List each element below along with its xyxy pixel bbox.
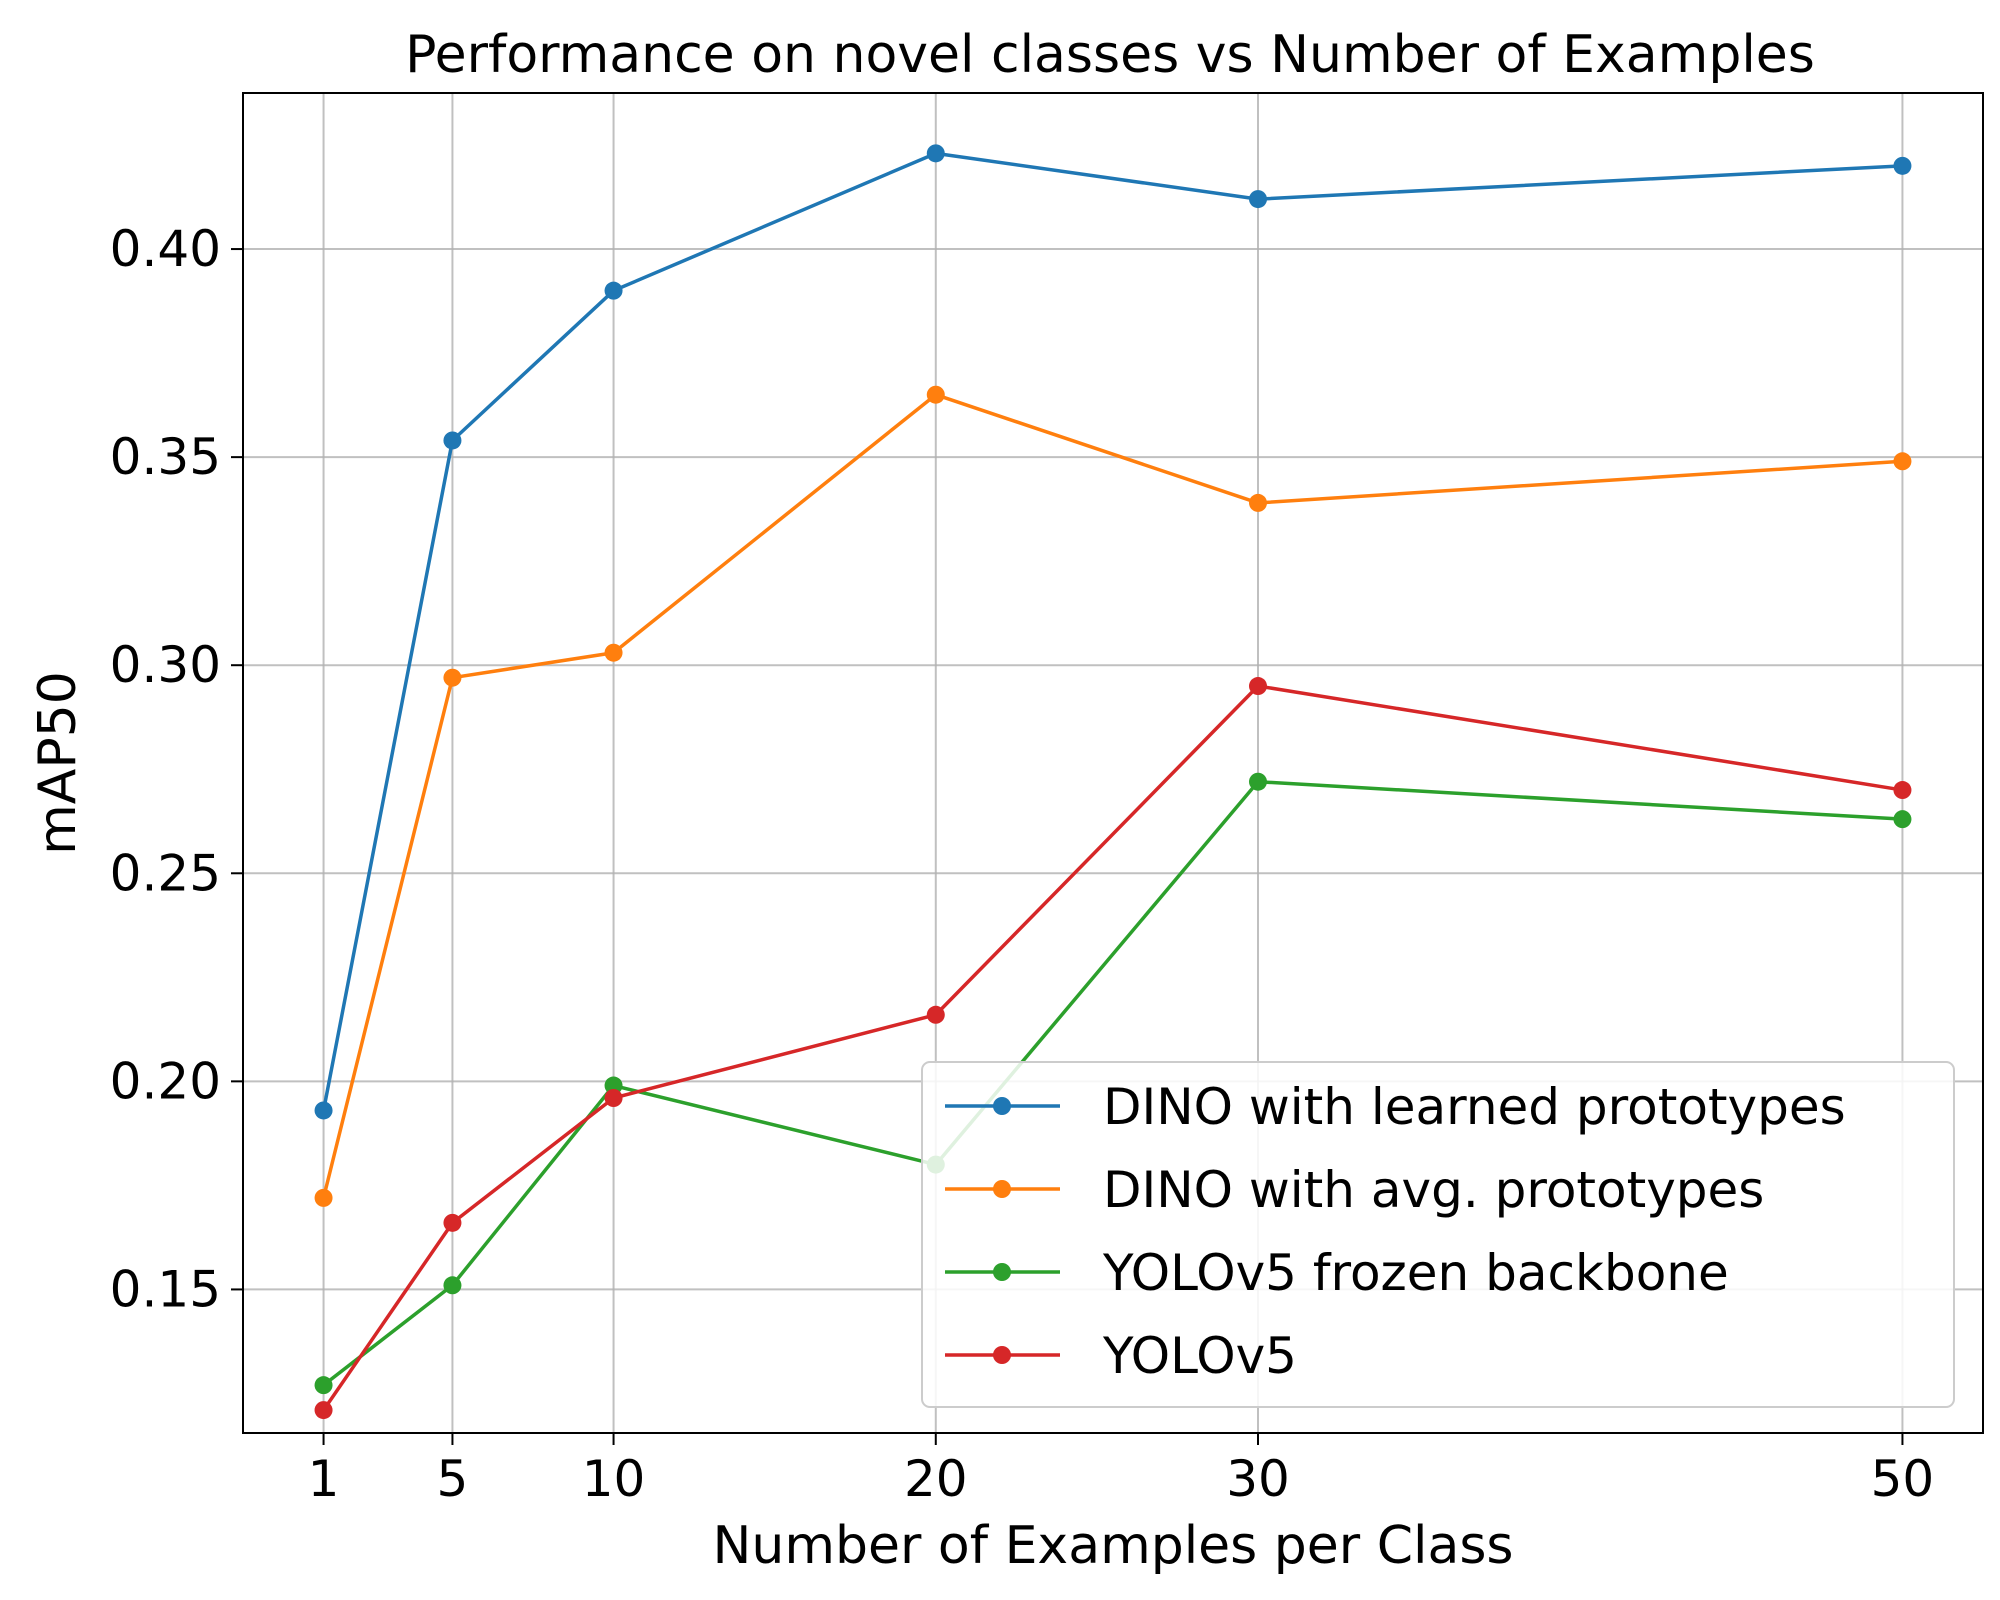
plot-area-frame [242, 92, 1984, 1434]
legend-label: YOLOv5 [1102, 1327, 1297, 1385]
legend-entry: YOLOv5 [945, 1327, 1297, 1385]
y-tick-label: 0.30 [110, 636, 221, 694]
data-point [926, 385, 945, 404]
y-axis-ticks: 0.15 0.20 0.25 0.30 0.35 0.40 [110, 220, 243, 1318]
legend-marker [993, 1346, 1011, 1364]
data-point [604, 281, 623, 300]
data-point [926, 1005, 945, 1024]
data-point [1249, 772, 1267, 791]
legend: DINO with learned prototypes DINO with av… [921, 1061, 1955, 1408]
x-tick-label: 50 [1871, 1450, 1935, 1508]
series-line [321, 151, 1903, 1111]
data-point [314, 1376, 333, 1395]
legend-label: YOLOv5 frozen backbone [1102, 1244, 1729, 1302]
data-point [604, 1076, 623, 1095]
data-point [443, 1213, 462, 1232]
legend-entry: DINO with learned prototypes [945, 1078, 1846, 1136]
series-4 [314, 677, 1912, 1420]
series-2 [314, 385, 1912, 1207]
x-tick-label: 30 [1226, 1450, 1290, 1508]
y-tick-label: 0.20 [110, 1052, 221, 1110]
y-tick-label: 0.15 [110, 1260, 221, 1318]
series-layer [314, 144, 1912, 1420]
series-1 [314, 144, 1912, 1120]
x-tick-label: 5 [437, 1450, 469, 1508]
x-tick-label: 10 [582, 1450, 646, 1508]
data-point [1893, 781, 1912, 800]
x-tick-label: 20 [904, 1450, 968, 1508]
data-point [1893, 156, 1912, 175]
data-point [1249, 190, 1267, 209]
legend-label: DINO with learned prototypes [1103, 1078, 1846, 1136]
legend-marker [993, 1263, 1011, 1281]
y-tick-label: 0.35 [110, 428, 221, 486]
legend-marker [993, 1180, 1011, 1198]
data-point [604, 1089, 623, 1107]
y-tick-label: 0.25 [110, 844, 221, 902]
data-point [604, 643, 623, 662]
data-point [1893, 452, 1912, 471]
legend-label: DINO with avg. prototypes [1103, 1161, 1764, 1219]
series-3 [314, 772, 1912, 1395]
x-axis-label: Number of Examples per Class [713, 1516, 1514, 1576]
series-line [322, 779, 1903, 1387]
x-axis-ticks: 1 5 10 20 30 50 [308, 1433, 1935, 1508]
legend-entry: YOLOv5 frozen backbone [945, 1244, 1729, 1302]
series-line [322, 684, 1903, 1412]
data-point [443, 668, 462, 687]
chart-title: Performance on novel classes vs Number o… [405, 25, 1815, 85]
legend-box [921, 1061, 1955, 1408]
data-point [314, 1188, 333, 1207]
y-axis-label: mAP50 [28, 671, 88, 855]
legend-entry: DINO with avg. prototypes [945, 1161, 1764, 1219]
x-tick-label: 1 [308, 1450, 340, 1508]
data-point [443, 1276, 462, 1295]
series-line [321, 392, 1903, 1199]
data-point [443, 431, 462, 450]
data-point [926, 144, 945, 163]
legend-marker [993, 1097, 1011, 1115]
data-point [1249, 677, 1267, 696]
data-point [314, 1401, 333, 1420]
y-tick-label: 0.40 [110, 220, 221, 278]
data-point [314, 1101, 333, 1120]
grid-lines [243, 93, 1983, 1433]
data-point [1249, 493, 1267, 512]
data-point [1893, 810, 1912, 829]
